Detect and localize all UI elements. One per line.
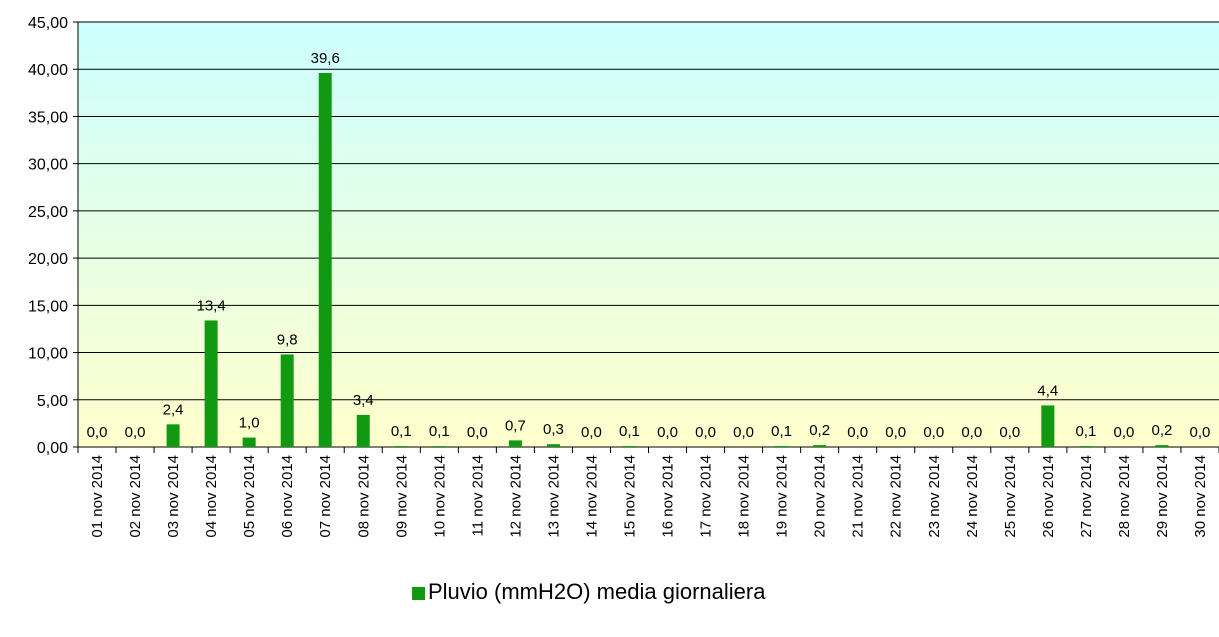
x-tick-label: 05 nov 2014 [241,455,258,538]
data-label: 0,0 [923,424,944,441]
x-tick-label: 02 nov 2014 [127,455,144,538]
data-label: 0,0 [1190,424,1211,441]
bar [1079,446,1093,447]
data-label: 0,0 [847,424,868,441]
bar [280,354,294,447]
bar [356,414,370,447]
data-label: 0,7 [505,417,526,434]
data-label: 0,0 [467,424,488,441]
x-tick-label: 24 nov 2014 [964,455,981,538]
data-label: 0,0 [695,424,716,441]
y-tick-label: 0,00 [37,440,68,457]
y-tick-label: 20,00 [28,251,68,268]
data-label: 0,1 [391,423,412,440]
legend-label: Pluvio (mmH2O) media giornaliera [428,579,766,604]
x-tick-label: 14 nov 2014 [583,455,600,538]
x-tick-label: 25 nov 2014 [1002,455,1019,538]
data-label: 0,0 [657,424,678,441]
data-label: 0,1 [771,423,792,440]
x-tick-label: 09 nov 2014 [393,455,410,538]
bar [813,445,827,447]
x-tick-label: 26 nov 2014 [1040,455,1057,538]
y-tick-label: 30,00 [28,157,68,174]
data-label: 0,1 [429,423,450,440]
bar [166,424,180,447]
data-label: 0,0 [87,424,108,441]
data-label: 0,0 [733,424,754,441]
data-label: 0,2 [1152,422,1173,439]
x-tick-label: 03 nov 2014 [165,455,182,538]
x-tick-label: 12 nov 2014 [507,455,524,538]
x-tick-label: 04 nov 2014 [203,455,220,538]
legend-swatch [412,587,425,600]
data-label: 0,1 [1075,423,1096,440]
x-tick-label: 11 nov 2014 [469,455,486,536]
x-tick-label: 21 nov 2014 [850,455,867,538]
bar [622,446,636,447]
y-tick-label: 35,00 [28,109,68,126]
data-label: 13,4 [197,297,226,314]
data-label: 4,4 [1037,382,1058,399]
y-tick-label: 10,00 [28,346,68,363]
bar [546,444,560,447]
x-tick-label: 08 nov 2014 [355,455,372,538]
bar [508,440,522,447]
x-tick-label: 29 nov 2014 [1154,455,1171,538]
data-label: 0,0 [885,424,906,441]
x-tick-label: 01 nov 2014 [89,455,106,538]
x-tick-label: 13 nov 2014 [545,455,562,538]
data-label: 0,1 [619,423,640,440]
data-label: 0,0 [999,424,1020,441]
x-tick-label: 10 nov 2014 [431,455,448,538]
x-tick-label: 15 nov 2014 [621,455,638,538]
data-label: 2,4 [163,401,184,418]
y-tick-label: 40,00 [28,62,68,79]
data-label: 0,0 [961,424,982,441]
plot-area [78,22,1219,447]
bar [204,320,218,447]
data-label: 0,0 [125,424,146,441]
x-tick-label: 19 nov 2014 [774,455,791,538]
data-label: 39,6 [311,50,340,67]
y-tick-label: 45,00 [28,15,68,32]
data-label: 0,3 [543,421,564,438]
bar [1041,405,1055,447]
x-tick-label: 28 nov 2014 [1116,455,1133,538]
x-tick-label: 07 nov 2014 [317,455,334,538]
x-tick-label: 06 nov 2014 [279,455,296,538]
x-tick-label: 30 nov 2014 [1192,455,1209,538]
data-label: 0,0 [1113,424,1134,441]
data-label: 3,4 [353,392,374,409]
data-label: 9,8 [277,331,298,348]
bar [775,446,789,447]
y-tick-label: 15,00 [28,298,68,315]
y-tick-label: 25,00 [28,204,68,221]
bar [242,437,256,447]
x-tick-label: 22 nov 2014 [888,455,905,538]
x-tick-label: 27 nov 2014 [1078,455,1095,538]
x-tick-label: 17 nov 2014 [698,455,715,538]
bar [394,446,408,447]
x-tick-label: 18 nov 2014 [736,455,753,538]
x-tick-label: 23 nov 2014 [926,455,943,538]
y-tick-label: 5,00 [37,393,68,410]
data-label: 0,0 [581,424,602,441]
bar [1155,445,1169,447]
bar [432,446,446,447]
x-tick-label: 16 nov 2014 [660,455,677,538]
x-tick-label: 20 nov 2014 [812,455,829,538]
data-label: 0,2 [809,422,830,439]
bar [318,73,332,447]
data-label: 1,0 [239,415,260,432]
